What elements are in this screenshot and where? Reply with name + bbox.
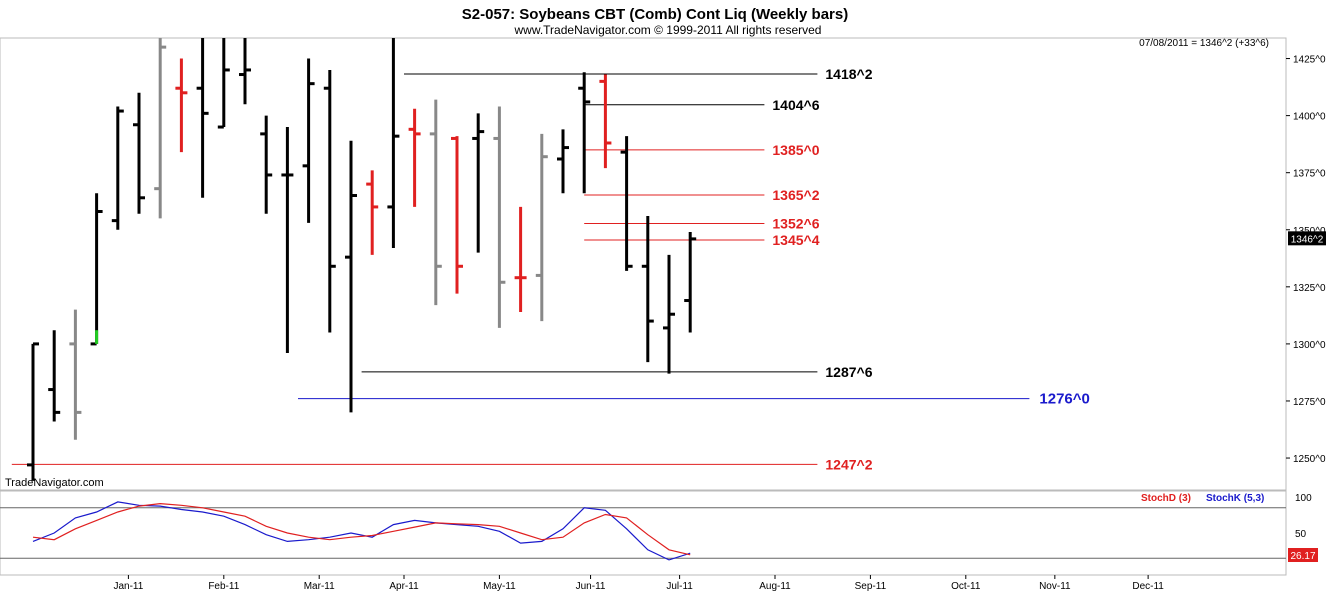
ohlc-bar — [111, 106, 124, 230]
time-tick-label: Jun-11 — [576, 581, 606, 592]
ohlc-bar — [345, 140, 357, 413]
last-price-tag-label: 1346^2 — [1291, 234, 1324, 245]
price-tick-label: 1350^0 — [1293, 226, 1326, 237]
price-tick-label: 1400^0 — [1293, 112, 1326, 123]
stochastic-legend: StochD (3) StochK (5,3) — [1141, 493, 1264, 504]
ohlc-bar — [217, 38, 230, 129]
ohlc-bar — [260, 115, 273, 214]
stochastic-panel — [0, 490, 1287, 576]
stoch-value-tag — [1288, 548, 1318, 562]
ohlc-bar — [154, 38, 167, 219]
time-tick-label: Feb-11 — [208, 581, 239, 592]
price-tick-label: 1275^0 — [1293, 397, 1326, 408]
level-label: 1418^2 — [825, 66, 872, 82]
chart-title: S2-057: Soybeans CBT (Comb) Cont Liq (We… — [462, 6, 848, 23]
ohlc-bar — [408, 108, 421, 207]
last-price-tag-group: 1346^2 — [1288, 231, 1326, 246]
time-tick-label: Oct-11 — [951, 581, 981, 592]
stoch-tick-label: 100 — [1295, 493, 1312, 504]
level-label: 1404^6 — [772, 97, 819, 113]
time-tick-label: Apr-11 — [389, 581, 419, 592]
time-tick-label: Sep-11 — [855, 581, 887, 592]
time-axis: Jan-11 Feb-11 Mar-11 Apr-11 May-11 Jun-11 Jul-… — [113, 575, 1164, 592]
level-label: 1276^0 — [1039, 391, 1089, 408]
copyright-notice: www.TradeNavigator.com © 1999-2011 All r… — [514, 23, 822, 37]
ohlc-bar — [557, 129, 569, 194]
ohlc-bar — [366, 170, 379, 255]
time-tick-label: May-11 — [483, 581, 516, 592]
ohlc-bar — [535, 133, 548, 322]
price-tick-label: 1300^0 — [1293, 340, 1326, 351]
ohlc-bar — [429, 99, 442, 306]
stoch-value-tag-label: 26.17 — [1290, 551, 1315, 562]
last-price-note: 07/08/2011 = 1346^2 (+33^6) — [1139, 38, 1269, 49]
stoch-tick-label: 50 — [1295, 529, 1307, 540]
level-label: 1385^0 — [772, 142, 819, 158]
time-tick-label: Aug-11 — [759, 581, 791, 592]
last-price-tag — [1288, 231, 1326, 246]
stoch-legend-entry: StochD (3) — [1141, 493, 1191, 504]
time-tick-label: Dec-11 — [1132, 581, 1164, 592]
price-tick-label: 1325^0 — [1293, 283, 1326, 294]
price-tick-label: 1375^0 — [1293, 169, 1326, 180]
level-label: 1345^4 — [772, 232, 819, 248]
price-bars — [27, 38, 697, 481]
ohlc-bar — [663, 254, 675, 374]
ohlc-bar — [451, 136, 463, 294]
ohlc-bar — [493, 106, 506, 328]
price-axis: 1425^0 1400^0 1375^0 1350^0 1325^0 1300^0 1275… — [1286, 55, 1326, 465]
time-tick-label: Jul-11 — [666, 581, 693, 592]
ohlc-bar — [514, 206, 527, 312]
price-tick-label: 1250^0 — [1293, 454, 1326, 465]
stochastic-axis: 100 50 — [1295, 493, 1312, 540]
ohlc-bar — [578, 72, 591, 194]
time-tick-label: Jan-11 — [113, 581, 143, 592]
ohlc-bar — [620, 136, 633, 271]
level-label: 1365^2 — [772, 187, 819, 203]
ohlc-bar — [175, 58, 188, 153]
ohlc-bar — [48, 330, 61, 422]
ohlc-bar — [281, 127, 294, 354]
ohlc-bar — [472, 113, 485, 253]
ohlc-bar — [133, 92, 145, 214]
time-tick-label: Mar-11 — [304, 581, 335, 592]
ohlc-bar — [323, 69, 336, 333]
ohlc-bar — [239, 38, 251, 105]
watermark: TradeNavigator.com — [5, 477, 104, 489]
price-tick-label: 1425^0 — [1293, 55, 1326, 66]
time-tick-label: Nov-11 — [1039, 581, 1071, 592]
level-label: 1352^6 — [772, 215, 819, 231]
ohlc-bar — [302, 58, 315, 223]
ohlc-bar — [69, 309, 82, 440]
stoch-legend-entry: StochK (5,3) — [1206, 493, 1264, 504]
price-panel — [0, 37, 1287, 491]
level-label: 1287^6 — [825, 364, 872, 380]
ohlc-bar — [387, 38, 400, 249]
ohlc-bar — [599, 74, 612, 169]
ohlc-bar — [196, 38, 209, 198]
ohlc-bar — [27, 342, 39, 481]
stoch-series-line — [32, 502, 691, 556]
level-label: 1247^2 — [825, 456, 872, 472]
stochastic-lines — [0, 501, 1286, 561]
ohlc-bar — [684, 232, 697, 333]
ohlc-bar — [641, 216, 654, 363]
